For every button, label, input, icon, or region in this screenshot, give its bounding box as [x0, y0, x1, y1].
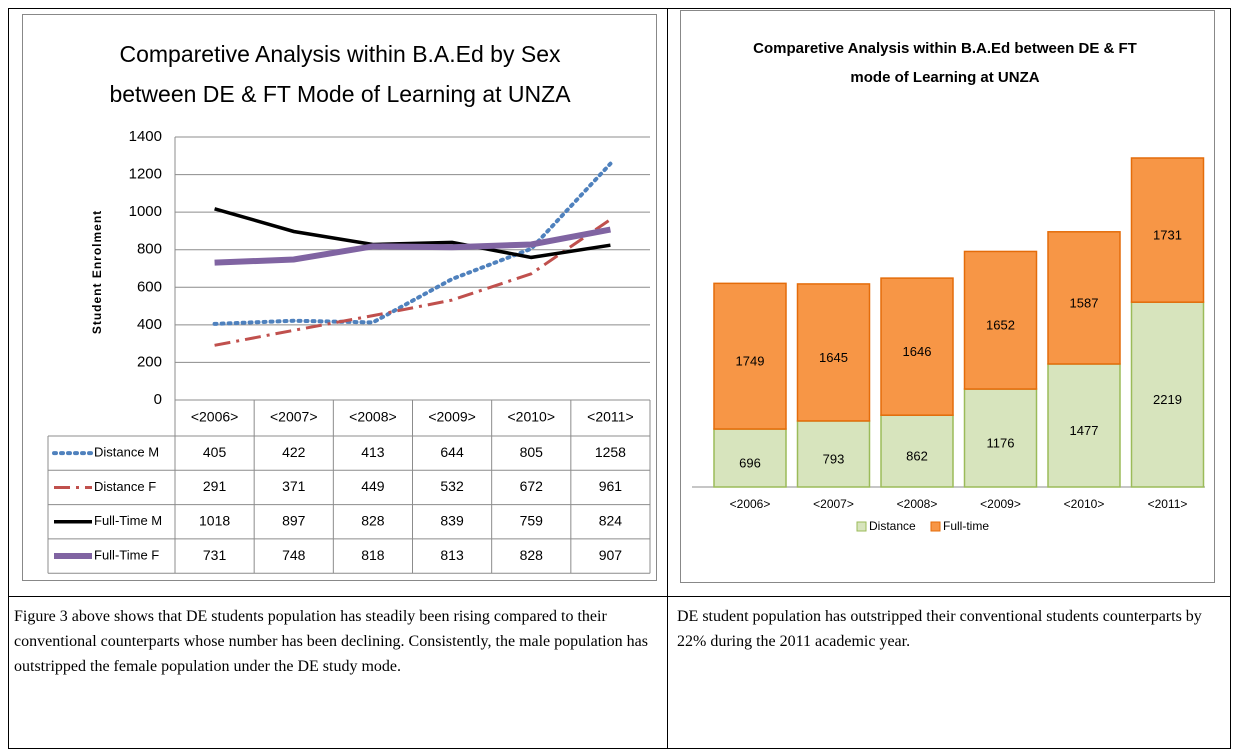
y-tick-label: 1200	[129, 166, 162, 183]
data-label: 2219	[1153, 392, 1182, 407]
x-tick-label: <2009>	[428, 409, 476, 425]
x-tick-label: <2010>	[1064, 497, 1105, 511]
bar-segment	[796, 283, 871, 422]
table-value: 818	[361, 547, 385, 563]
data-label: 1652	[986, 318, 1015, 333]
bar-segment	[1130, 301, 1205, 488]
table-value: 371	[282, 478, 306, 494]
legend-label: Distance	[869, 519, 916, 533]
y-tick-label: 0	[154, 391, 162, 408]
table-value: 449	[361, 478, 385, 494]
y-tick-label: 800	[137, 241, 162, 258]
data-label: 1731	[1153, 228, 1182, 243]
legend-label: Full-time	[943, 519, 989, 533]
bar-segment	[963, 388, 1038, 488]
bar-segment	[713, 428, 787, 488]
y-tick-label: 1000	[129, 203, 162, 220]
data-label: 1645	[819, 350, 848, 365]
legend-label: Distance M	[94, 445, 159, 460]
y-tick-label: 200	[137, 353, 162, 370]
table-value: 813	[440, 547, 464, 563]
table-value: 828	[520, 547, 544, 563]
bar-segment	[1047, 363, 1121, 488]
bar-segment	[1130, 157, 1205, 303]
table-value: 413	[361, 444, 385, 460]
legend-label: Full-Time F	[94, 547, 159, 562]
y-tick-label: 400	[137, 316, 162, 333]
bar-segment	[880, 277, 954, 416]
data-label: 862	[906, 449, 928, 464]
caption: Figure 3 above shows that DE students po…	[14, 608, 648, 675]
table-value: 824	[599, 512, 623, 528]
table-value: 961	[599, 478, 623, 494]
table-value: 422	[282, 444, 306, 460]
legend-label: Distance F	[94, 479, 156, 494]
chart-title: Comparetive Analysis within B.A.Ed by Se…	[119, 41, 561, 67]
x-tick-label: <2007>	[813, 497, 854, 511]
x-tick-label: <2008>	[349, 409, 397, 425]
legend-swatch	[856, 521, 867, 532]
x-tick-label: <2011>	[587, 409, 633, 425]
table-value: 644	[440, 444, 464, 460]
chart-title: mode of Learning at UNZA	[850, 69, 1039, 86]
table-value: 1018	[199, 512, 230, 528]
chart-title: Comparetive Analysis within B.A.Ed betwe…	[753, 40, 1137, 57]
table-value: 907	[599, 547, 623, 563]
table-value: 748	[282, 547, 306, 563]
table-value: 291	[203, 478, 227, 494]
table-value: 805	[520, 444, 544, 460]
data-label: 1176	[987, 435, 1015, 450]
bar-segment	[963, 250, 1038, 390]
chart-title: between DE & FT Mode of Learning at UNZA	[109, 81, 571, 107]
x-tick-label: <2010>	[508, 409, 556, 425]
bar-segment	[880, 414, 954, 488]
table-border	[8, 8, 1231, 749]
legend-label: Full-Time M	[94, 513, 162, 528]
x-tick-label: <2006>	[191, 409, 239, 425]
series-line	[212, 161, 613, 326]
x-tick-label: <2007>	[270, 409, 318, 425]
x-tick-label: <2011>	[1148, 497, 1188, 511]
legend-swatch	[930, 521, 941, 532]
series-line	[214, 218, 612, 347]
table-value: 405	[203, 444, 227, 460]
bar-segment	[713, 282, 787, 430]
y-tick-label: 600	[137, 278, 162, 295]
x-tick-label: <2009>	[980, 497, 1021, 511]
data-label: 1749	[736, 354, 765, 369]
caption: DE student population has outstripped th…	[677, 608, 1202, 650]
data-label: 793	[823, 451, 845, 466]
y-tick-label: 1400	[129, 128, 162, 145]
data-label: 1646	[903, 344, 932, 359]
data-label: 696	[739, 455, 761, 470]
y-axis-label: Student Enrolment	[90, 210, 104, 334]
chart-frame	[22, 14, 657, 581]
table-value: 672	[520, 478, 544, 494]
table-value: 828	[361, 512, 385, 528]
data-label: 1587	[1070, 295, 1099, 310]
table-value: 731	[203, 547, 227, 563]
table-value: 897	[282, 512, 306, 528]
table-value: 1258	[595, 444, 626, 460]
table-value: 532	[440, 478, 464, 494]
series-line	[214, 207, 611, 260]
x-tick-label: <2008>	[897, 497, 938, 511]
series-line	[214, 226, 611, 266]
table-value: 839	[440, 512, 464, 528]
table-value: 759	[520, 512, 544, 528]
x-tick-label: <2006>	[730, 497, 771, 511]
data-label: 1477	[1070, 423, 1099, 438]
bar-segment	[1047, 231, 1121, 365]
